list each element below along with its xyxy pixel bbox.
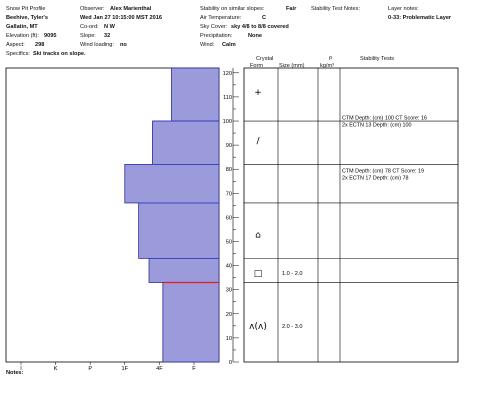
y-tick-label: 50 [226,240,232,246]
y-tick-label: 120 [223,71,232,77]
sky-cover-label: Sky Cover: [200,24,228,30]
rho-unit-header: kg/m³ [320,63,334,69]
air-temp-value: C [262,15,267,21]
x-tick-label: 4F [156,366,163,372]
y-tick-label: 0 [229,360,232,366]
elevation-label: Elevation (ft): [6,33,39,39]
stability-value: Fair [286,6,297,12]
x-tick-label: I [20,366,22,372]
crystal-form-4: ʌ(ʌ) [249,322,267,332]
rho-header: ρ [329,55,333,61]
wind-label: Wind: [200,42,215,48]
y-tick-label: 10 [226,336,232,342]
y-tick-label: 30 [226,288,232,294]
precip-label: Precipitation: [200,33,233,39]
coord-label: Co-ord: [80,24,99,30]
y-tick-label: 20 [226,312,232,318]
wind-loading-value: no [120,42,127,48]
crystal-size-4: 2.0 - 3.0 [282,324,303,330]
crystal-form-1: / [256,136,260,146]
right-frame [243,67,459,363]
crystal-size-3: 1.0 - 2.0 [282,271,303,277]
hardness-bar-3 [138,202,220,259]
coord-value: N W [104,24,115,30]
observation-datetime: Wed Jan 27 10:15:00 MST 2016 [80,15,162,21]
crystal-form-2: ⌂ [255,230,261,240]
precip-value: None [248,33,262,39]
hardness-bar-1 [152,120,220,165]
hardness-bar-5 [162,282,220,363]
stability-test-1-0: CTM Depth: (cm) 78 CT Score: 19 [342,169,424,175]
location-line-1: Beehive, Tyler's [6,15,48,21]
layer-notes-label: Layer notes: [388,6,419,12]
x-tick-label: K [54,366,58,372]
stability-test-0-0: CTM Depth: (cm) 100 CT Score: 16 [342,116,427,122]
crystal-header: Crystal [256,56,274,62]
stability-test-0-1: 2x ECTN 13 Depth: (cm) 100 [342,123,412,129]
notes-label: Notes: [6,370,24,376]
y-tick-label: 40 [226,264,232,270]
y-tick-label: 70 [226,191,232,197]
specifics-label: Specifics: [6,51,30,57]
page-title: Snow Pit Profile [6,6,46,12]
hardness-bar-2 [124,163,220,204]
stability-label: Stability on similar slopes: [200,6,265,12]
layer-notes-value: 0-33: Problematic Layer [388,15,452,21]
y-tick-label: 60 [226,215,232,221]
crystal-form-0: + [254,88,262,98]
stability-notes-label: Stability Test Notes: [311,6,361,12]
form-header: Form [250,63,264,69]
x-tick-label: P [88,366,92,372]
size-header: Size (mm) [279,63,305,69]
wind-loading-label: Wind loading: [80,42,114,48]
wind-value: Calm [222,42,236,48]
crystal-form-3: □ [254,269,263,279]
observer-label: Observer: [80,6,105,12]
location-line-2: Gallatin, MT [6,24,38,30]
air-temp-label: Air Temperature: [200,15,242,21]
hardness-bar-0 [171,67,220,122]
slope-label: Slope: [80,33,96,39]
y-tick-label: 100 [223,119,232,125]
slope-value: 32 [104,33,111,39]
elevation-value: 9095 [44,33,57,39]
x-tick-label: 1F [122,366,129,372]
hardness-bar-4 [148,257,220,283]
stability-test-1-1: 2x ECTN 17 Depth: (cm) 78 [342,176,409,182]
observer-value: Alex Marienthal [110,6,152,12]
x-tick-label: F [192,366,196,372]
aspect-value: 298 [35,42,45,48]
aspect-label: Aspect: [6,42,25,48]
specifics-value: Ski tracks on slope. [33,51,86,57]
sky-cover-value: sky 4/8 to 8/8 covered [231,24,289,30]
y-tick-label: 110 [223,95,232,101]
y-tick-label: 80 [226,167,232,173]
y-tick-label: 90 [226,143,232,149]
stability-tests-header: Stability Tests [360,56,395,62]
